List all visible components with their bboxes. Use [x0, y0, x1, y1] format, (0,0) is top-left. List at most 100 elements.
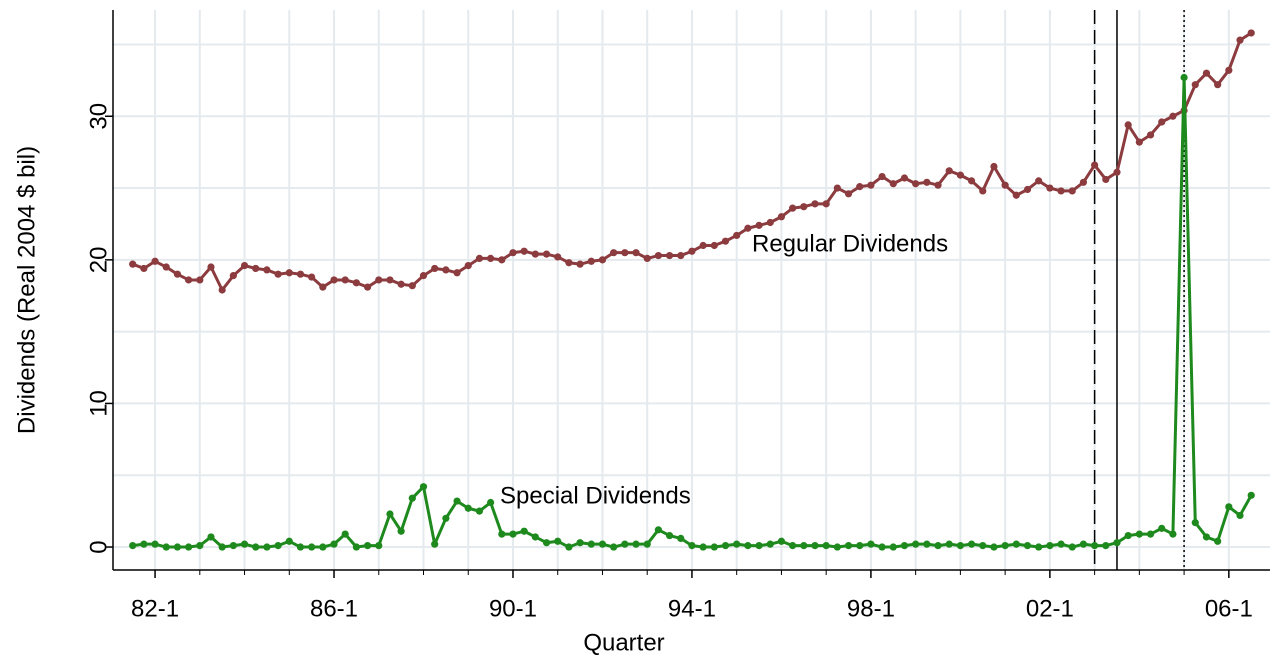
data-point [822, 541, 830, 550]
data-point [1158, 524, 1166, 532]
data-point [542, 539, 551, 547]
x-tick-label: 98-1 [847, 595, 895, 622]
y-tick-label: 20 [85, 246, 112, 273]
data-point [431, 264, 439, 273]
data-point [162, 263, 170, 271]
data-point [912, 540, 920, 548]
data-point [856, 541, 864, 550]
data-point [520, 247, 528, 255]
data-point [240, 261, 249, 270]
data-point [542, 250, 551, 258]
data-point [196, 276, 204, 284]
data-point [129, 541, 137, 550]
data-point [1046, 541, 1054, 550]
data-point [363, 283, 372, 291]
data-point [308, 273, 316, 281]
data-point [554, 253, 562, 261]
data-point [665, 531, 674, 540]
data-point [699, 543, 707, 551]
data-point [274, 541, 282, 550]
data-point [755, 221, 763, 229]
data-point [240, 540, 249, 548]
data-point [621, 540, 629, 548]
data-point [733, 231, 741, 240]
data-point [688, 541, 696, 550]
data-point [900, 174, 909, 182]
data-point [140, 264, 148, 273]
data-point [453, 269, 461, 277]
data-point [173, 543, 182, 551]
data-point [151, 540, 159, 548]
data-point [296, 270, 305, 278]
data-point [766, 218, 774, 227]
data-point [531, 250, 539, 258]
data-point [844, 190, 853, 198]
data-point [710, 241, 718, 250]
data-point [979, 187, 987, 195]
data-point [1225, 66, 1233, 74]
data-point [677, 251, 685, 260]
data-point [1214, 81, 1222, 89]
data-point [1012, 191, 1020, 199]
data-point [330, 276, 338, 284]
data-point [1057, 187, 1065, 195]
data-point [1225, 503, 1233, 511]
data-point [811, 200, 819, 208]
data-point [1035, 177, 1043, 185]
data-point [565, 543, 573, 551]
data-point [710, 543, 718, 551]
data-point [375, 276, 383, 284]
data-point [296, 543, 305, 551]
data-point [654, 251, 662, 260]
data-point [800, 541, 808, 550]
data-point [598, 256, 607, 264]
data-point [1012, 540, 1020, 548]
data-point [811, 541, 819, 550]
data-point [185, 543, 193, 551]
data-point [229, 272, 237, 280]
data-point [285, 269, 293, 277]
data-point [833, 184, 841, 192]
data-point [151, 257, 159, 265]
data-point [419, 272, 428, 280]
data-point [442, 266, 450, 274]
data-point [610, 543, 618, 551]
data-point [777, 213, 786, 221]
data-point [1169, 530, 1177, 538]
data-point [990, 543, 998, 551]
data-point [1247, 491, 1255, 499]
data-point [587, 540, 595, 548]
data-point [1068, 543, 1076, 551]
data-point [442, 514, 450, 522]
data-point [196, 541, 204, 550]
data-point [565, 259, 573, 267]
data-point [665, 251, 674, 260]
data-point [755, 541, 763, 550]
data-point [285, 537, 293, 545]
data-point [509, 530, 517, 538]
data-point [822, 200, 830, 208]
data-point [1236, 511, 1244, 520]
data-point [1124, 121, 1132, 129]
y-axis-title: Dividends (Real 2004 $ bil) [13, 146, 40, 434]
x-tick-label: 02-1 [1026, 595, 1074, 622]
data-point [274, 270, 282, 278]
data-point [945, 540, 953, 548]
data-point [431, 540, 439, 548]
data-point [408, 494, 416, 502]
data-point [173, 270, 182, 278]
data-point [386, 510, 394, 518]
data-point [733, 540, 741, 548]
data-point [1102, 175, 1110, 184]
data-point [576, 539, 584, 547]
data-point [1214, 537, 1222, 545]
data-point [1091, 541, 1099, 550]
data-point [643, 540, 651, 548]
data-point [453, 497, 461, 505]
data-point [207, 263, 215, 271]
data-point [1135, 530, 1143, 538]
data-point [1236, 36, 1244, 44]
data-point [1068, 187, 1076, 195]
data-point [352, 279, 360, 287]
data-point [263, 266, 271, 274]
